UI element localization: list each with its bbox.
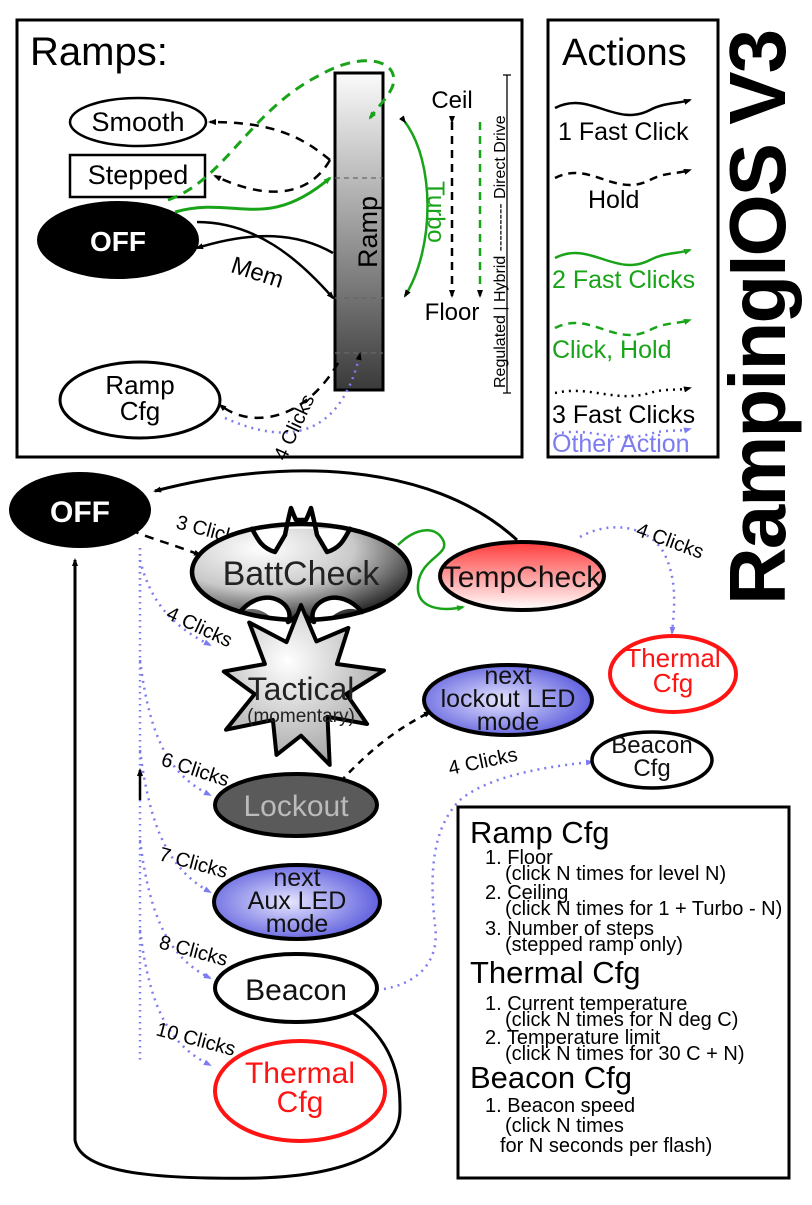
svg-text:OFF: OFF (50, 496, 110, 529)
svg-text:Ramp: Ramp (353, 196, 383, 268)
svg-text:mode: mode (477, 708, 540, 736)
svg-text:1. Beacon speed: 1. Beacon speed (485, 1095, 635, 1117)
svg-text:Actions: Actions (562, 32, 687, 74)
svg-text:Beacon Cfg: Beacon Cfg (470, 1060, 632, 1095)
svg-text:Thermal Cfg: Thermal Cfg (470, 955, 641, 990)
svg-text:Stepped: Stepped (88, 160, 189, 190)
svg-text:OFF: OFF (90, 226, 146, 257)
svg-text:TempCheck: TempCheck (443, 561, 602, 594)
svg-text:Lockout: Lockout (243, 790, 349, 823)
svg-text:Cfg: Cfg (653, 668, 693, 698)
svg-text:Cfg: Cfg (277, 1086, 324, 1119)
svg-text:mode: mode (266, 910, 329, 938)
svg-text:Hold: Hold (588, 186, 639, 214)
svg-text:RampingIOS V3: RampingIOS V3 (713, 31, 802, 605)
svg-text:3 Fast Clicks: 3 Fast Clicks (552, 401, 695, 429)
svg-text:(stepped ramp only): (stepped ramp only) (505, 934, 683, 956)
svg-text:Regulated | Hybrid --------- D: Regulated | Hybrid --------- Direct Driv… (492, 115, 509, 388)
svg-text:Ceil: Ceil (431, 87, 472, 114)
svg-text:Other Action: Other Action (552, 430, 690, 458)
svg-text:Tactical: Tactical (248, 671, 355, 707)
svg-text:Cfg: Cfg (633, 755, 670, 782)
svg-text:Ramps:: Ramps: (30, 30, 168, 74)
svg-text:Ramp Cfg: Ramp Cfg (470, 815, 610, 850)
svg-text:(momentary): (momentary) (247, 706, 355, 727)
svg-text:(click N times for 1 + Turbo -: (click N times for 1 + Turbo - N) (505, 898, 782, 920)
svg-text:Floor: Floor (425, 299, 480, 326)
svg-text:Click, Hold: Click, Hold (552, 336, 671, 364)
svg-text:for N seconds per flash): for N seconds per flash) (500, 1135, 712, 1157)
svg-text:Smooth: Smooth (91, 107, 184, 137)
svg-text:Turbo: Turbo (422, 181, 449, 243)
svg-text:(click N times: (click N times (505, 1115, 624, 1137)
svg-text:BattCheck: BattCheck (223, 555, 381, 593)
svg-text:2 Fast Clicks: 2 Fast Clicks (552, 266, 695, 294)
svg-text:Cfg: Cfg (120, 396, 160, 426)
svg-text:Beacon: Beacon (245, 974, 347, 1007)
svg-text:1 Fast Click: 1 Fast Click (558, 118, 689, 146)
